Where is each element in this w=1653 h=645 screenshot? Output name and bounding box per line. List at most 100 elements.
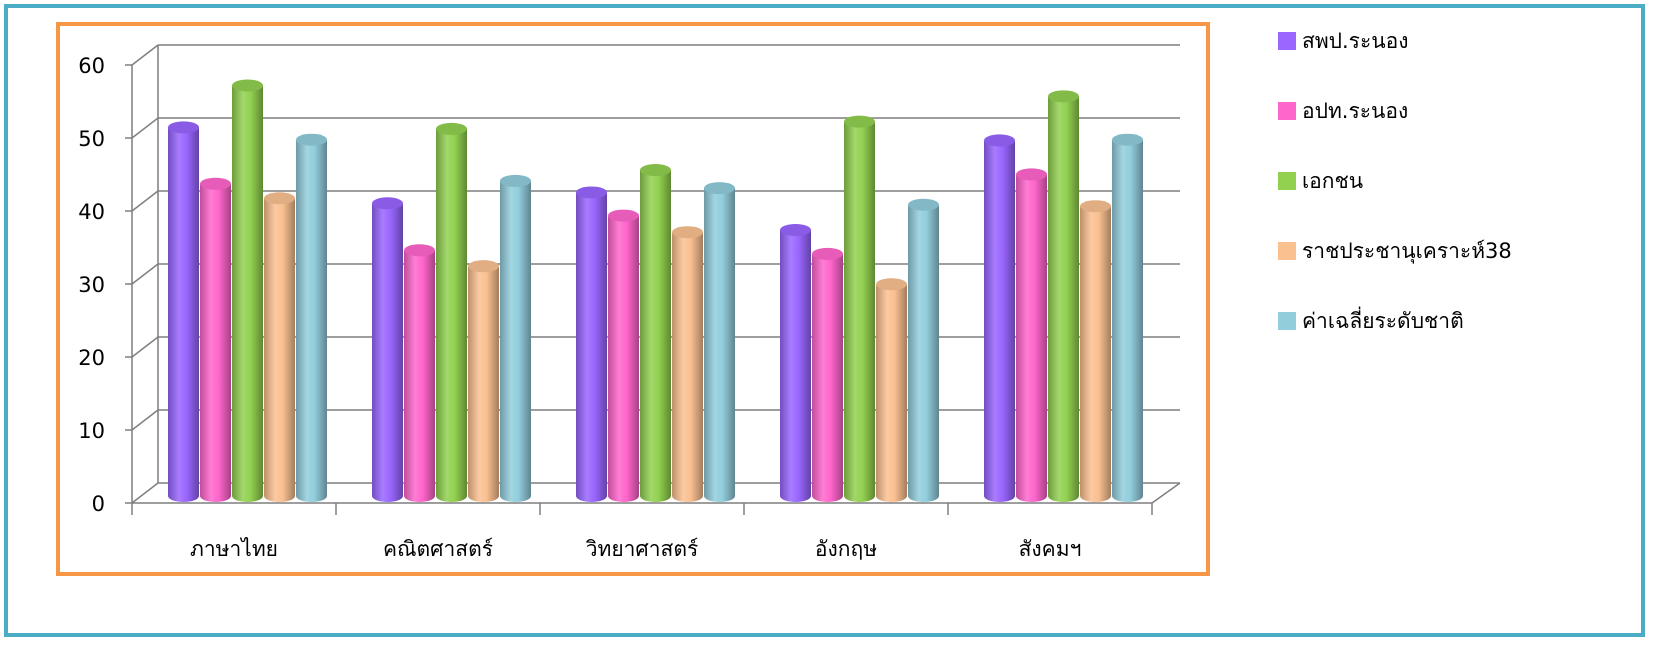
bar-top: [672, 226, 703, 239]
bar-body: [264, 198, 295, 503]
legend-item: สพป.ระนอง: [1278, 28, 1408, 54]
bar: [296, 133, 327, 503]
bar: [1080, 200, 1111, 503]
bar-top: [908, 198, 939, 211]
legend-swatch: [1278, 242, 1296, 260]
bar-top: [812, 247, 843, 260]
bar-body: [672, 232, 703, 503]
bar: [468, 260, 499, 502]
bar: [1048, 90, 1079, 503]
bar-body: [232, 85, 263, 503]
bar-body: [640, 170, 671, 503]
y-tick-label: 10: [78, 419, 105, 443]
legend-label: ค่าเฉลี่ยระดับชาติ: [1302, 308, 1464, 333]
bar-body: [812, 253, 843, 503]
bar: [1016, 168, 1047, 503]
bar-top: [780, 224, 811, 237]
bar-body: [404, 250, 435, 503]
legend-swatch: [1278, 102, 1296, 120]
bar: [704, 182, 735, 503]
bar-top: [1080, 200, 1111, 213]
bar-body: [436, 128, 467, 503]
bar-body: [500, 180, 531, 503]
gridline-diagonal: [131, 44, 159, 66]
legend-label: เอกชน: [1302, 168, 1364, 193]
bar-body: [372, 203, 403, 503]
bar: [812, 247, 843, 503]
x-tick-label: ภาษาไทย: [190, 537, 278, 561]
bar-top: [640, 164, 671, 177]
bar-top: [576, 186, 607, 199]
gridline-diagonal: [131, 336, 159, 358]
x-axis-ticks: ภาษาไทย คณิตศาสตร์ วิทยาศาสตร์ อังกฤษ สังคมฯ: [131, 503, 1153, 561]
bar-top: [1016, 168, 1047, 181]
bar: [780, 224, 811, 503]
bar: [264, 192, 295, 503]
bar: [372, 197, 403, 503]
gridline-diagonal: [131, 190, 159, 212]
bar: [672, 226, 703, 503]
y-tick-label: 50: [78, 127, 105, 151]
bar-top: [264, 192, 295, 205]
floor-edge: [1151, 482, 1181, 504]
legend-swatch: [1278, 32, 1296, 50]
bar-body: [780, 230, 811, 503]
legend-item: เอกชน: [1278, 168, 1363, 194]
bar: [608, 209, 639, 502]
y-tick-label: 60: [78, 54, 105, 78]
bar-body: [843, 121, 875, 503]
y-tick-label: 20: [78, 346, 105, 370]
bar-top: [232, 79, 263, 92]
bar-body: [984, 140, 1015, 503]
bar-body: [1080, 206, 1111, 503]
bar-top: [876, 278, 907, 291]
bar-body: [704, 188, 735, 503]
bar: [232, 79, 263, 503]
bar-body: [908, 204, 939, 503]
bar-top: [468, 260, 499, 273]
bars-layer: [168, 79, 1143, 503]
bar-body: [1048, 96, 1079, 503]
bar-top: [704, 182, 735, 195]
x-tick-label: คณิตศาสตร์: [383, 537, 493, 561]
y-axis-ticks: 0 10 20 30 40 50 60: [78, 54, 105, 516]
bar-top: [984, 134, 1015, 147]
gridline-diagonal: [131, 117, 159, 139]
x-tick-label: วิทยาศาสตร์: [585, 537, 698, 561]
x-tick-label: สังคมฯ: [1019, 537, 1082, 561]
bar-body: [200, 183, 231, 503]
bar-top: [404, 244, 435, 257]
bar-top: [296, 133, 327, 146]
bar-top: [844, 115, 875, 128]
bar: [843, 115, 875, 503]
bar-top: [372, 197, 403, 210]
bar-body: [468, 266, 499, 502]
bar-body: [576, 192, 607, 503]
y-tick-label: 0: [92, 492, 105, 516]
legend-label: ราชประชานุเคราะห์38: [1302, 238, 1512, 263]
bar-body: [296, 139, 327, 503]
bar-top: [608, 209, 639, 222]
legend-label: สพป.ระนอง: [1302, 28, 1409, 53]
bar-body: [168, 127, 199, 503]
legend-label: อปท.ระนอง: [1302, 98, 1409, 123]
bar: [168, 121, 199, 503]
bar-top: [200, 177, 231, 190]
legend-item: ค่าเฉลี่ยระดับชาติ: [1278, 308, 1464, 334]
bar-body: [1112, 139, 1143, 503]
x-tick-label: อังกฤษ: [815, 537, 877, 561]
bar: [404, 244, 435, 503]
bar-body: [608, 215, 639, 502]
legend-swatch: [1278, 312, 1296, 330]
bar: [1112, 133, 1143, 503]
bar: [640, 164, 671, 503]
bar: [436, 122, 467, 503]
bar: [576, 186, 607, 503]
bar-top: [436, 122, 467, 135]
bar-top: [168, 121, 199, 134]
legend-item: ราชประชานุเคราะห์38: [1278, 238, 1512, 264]
bar: [984, 134, 1015, 503]
bar: [200, 177, 231, 503]
bar: [908, 198, 939, 503]
